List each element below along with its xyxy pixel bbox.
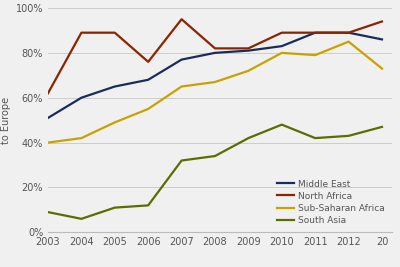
Middle East — [46, 116, 50, 120]
South Asia — [46, 210, 50, 214]
Middle East — [346, 31, 351, 34]
Line: Sub-Saharan Africa: Sub-Saharan Africa — [48, 42, 382, 143]
North Africa — [380, 20, 384, 23]
South Asia — [112, 206, 117, 209]
Line: North Africa: North Africa — [48, 19, 382, 93]
South Asia — [313, 136, 318, 140]
Sub-Saharan Africa — [146, 107, 150, 111]
Sub-Saharan Africa — [346, 40, 351, 43]
North Africa — [346, 31, 351, 34]
Sub-Saharan Africa — [112, 121, 117, 124]
North Africa — [313, 31, 318, 34]
South Asia — [179, 159, 184, 162]
South Asia — [212, 154, 217, 158]
South Asia — [279, 123, 284, 126]
North Africa — [112, 31, 117, 34]
Line: Middle East: Middle East — [48, 33, 382, 118]
North Africa — [279, 31, 284, 34]
Middle East — [179, 58, 184, 61]
Y-axis label: to Europe: to Europe — [2, 97, 12, 144]
South Asia — [246, 136, 251, 140]
Middle East — [313, 31, 318, 34]
North Africa — [179, 18, 184, 21]
Middle East — [112, 85, 117, 88]
South Asia — [380, 125, 384, 128]
Sub-Saharan Africa — [279, 51, 284, 54]
Sub-Saharan Africa — [246, 69, 251, 72]
Middle East — [380, 38, 384, 41]
Sub-Saharan Africa — [212, 80, 217, 84]
Line: South Asia: South Asia — [48, 125, 382, 219]
Sub-Saharan Africa — [179, 85, 184, 88]
Sub-Saharan Africa — [79, 136, 84, 140]
South Asia — [79, 217, 84, 221]
Sub-Saharan Africa — [313, 53, 318, 57]
North Africa — [212, 47, 217, 50]
North Africa — [146, 60, 150, 64]
Middle East — [279, 45, 284, 48]
South Asia — [146, 204, 150, 207]
Sub-Saharan Africa — [380, 67, 384, 70]
South Asia — [346, 134, 351, 138]
Middle East — [79, 96, 84, 99]
North Africa — [46, 92, 50, 95]
Middle East — [246, 49, 251, 52]
Middle East — [146, 78, 150, 81]
Sub-Saharan Africa — [46, 141, 50, 144]
North Africa — [79, 31, 84, 34]
Middle East — [212, 51, 217, 54]
North Africa — [246, 47, 251, 50]
Legend: Middle East, North Africa, Sub-Saharan Africa, South Asia: Middle East, North Africa, Sub-Saharan A… — [274, 177, 388, 228]
